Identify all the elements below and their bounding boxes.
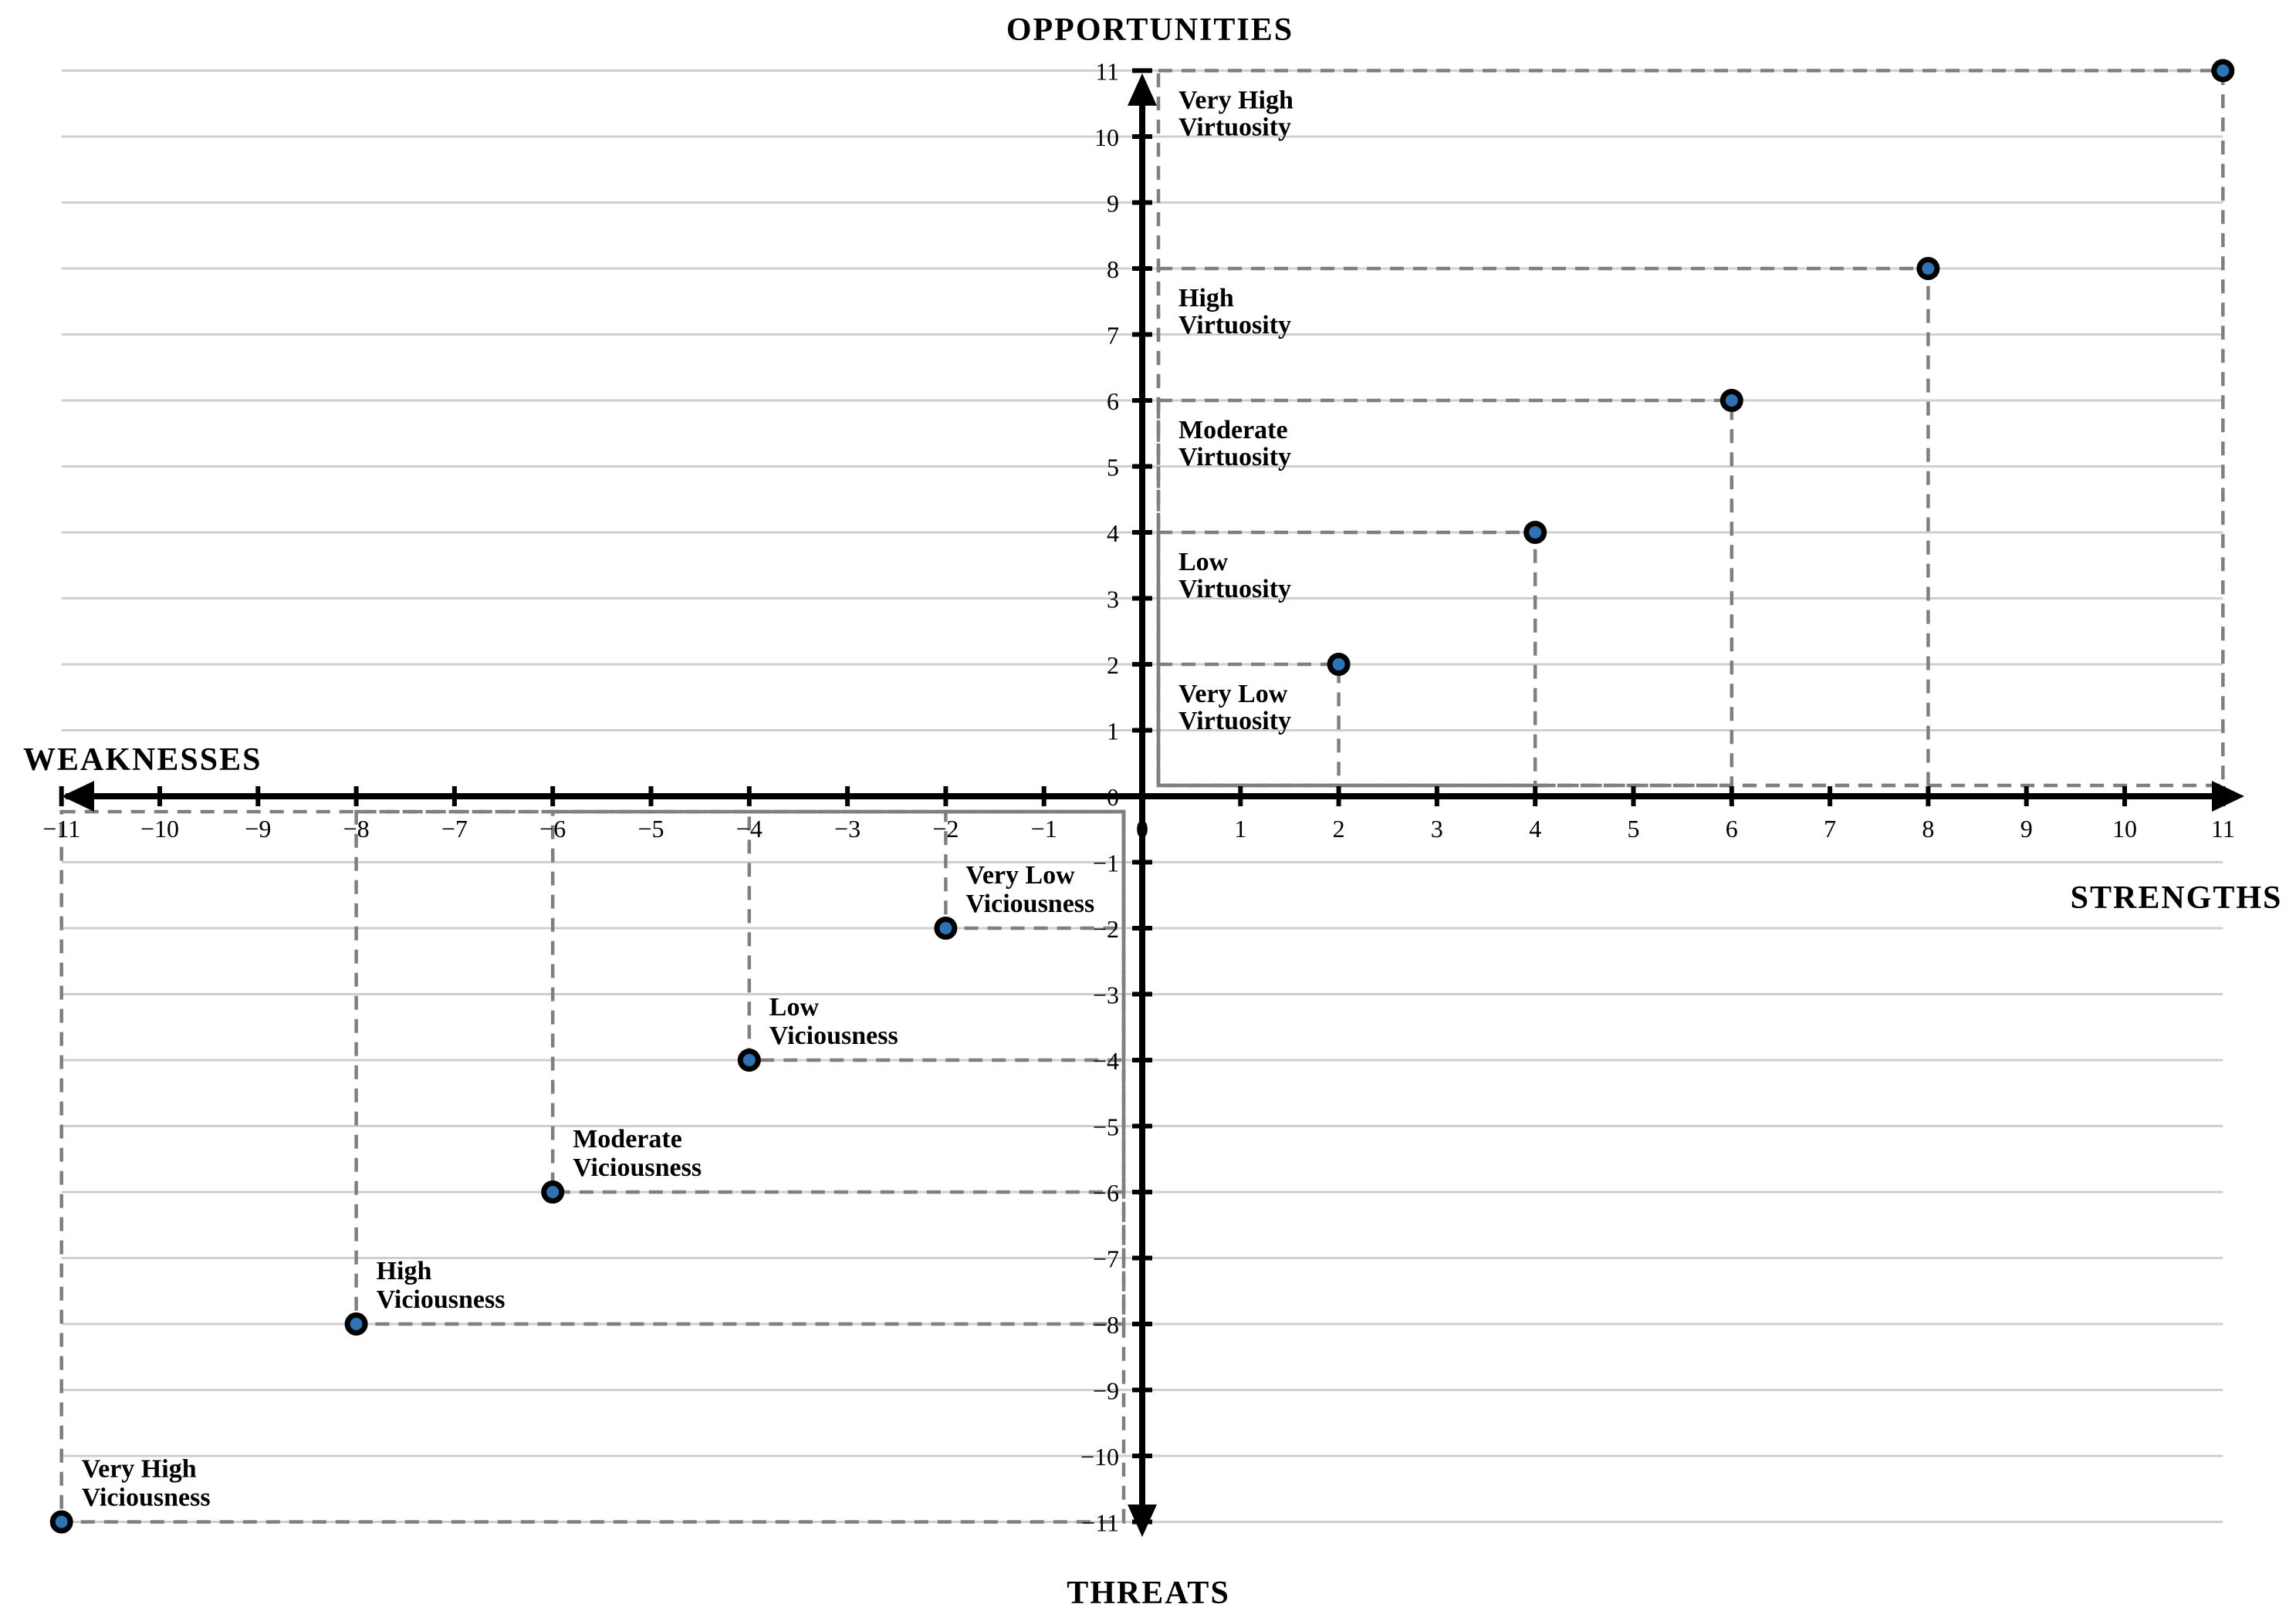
x-tick-label: −2 (932, 815, 959, 843)
y-tick-label: 8 (1107, 255, 1119, 283)
point-labels-layer: Very Low Virtuosity Low Virtuosity Moderate V… (82, 86, 1293, 1512)
y-tick-label: −8 (1093, 1311, 1119, 1339)
point-label: Low Virtuosity (1178, 548, 1291, 603)
y-tick-label: 7 (1107, 322, 1119, 350)
x-tick-label: −8 (343, 815, 370, 843)
x-axis-right-arrow (2212, 781, 2244, 812)
x-tick-label: 3 (1431, 815, 1443, 843)
data-point (49, 1510, 73, 1534)
point-label: Low Viciousness (769, 993, 898, 1050)
x-tick-label: 8 (1922, 815, 1934, 843)
guide-rect (59, 809, 1126, 1524)
x-tick-label: 6 (1726, 815, 1738, 843)
y-tick-label: −1 (1093, 849, 1119, 877)
y-tick-label: 3 (1107, 586, 1119, 613)
data-point (1719, 389, 1743, 412)
point-label: Very Low Virtuosity (1178, 680, 1291, 735)
point-label: Very High Virtuosity (1178, 86, 1293, 142)
y-tick-label: −10 (1080, 1443, 1119, 1471)
x-tick-label: 10 (2112, 815, 2137, 843)
dashed-guides-layer (59, 69, 2225, 1524)
x-tick-label: −4 (736, 815, 763, 843)
x-tick-label: 9 (2020, 815, 2033, 843)
x-tick-label: 2 (1333, 815, 1345, 843)
data-points-layer (49, 59, 2235, 1534)
y-tick-label: −3 (1093, 981, 1119, 1009)
data-point (1916, 257, 1940, 280)
y-tick-label: −5 (1093, 1113, 1119, 1141)
x-tick-label: −10 (140, 815, 179, 843)
data-point (1327, 653, 1351, 676)
axis-title-strengths: STRENGTHS (2071, 880, 2283, 916)
y-tick-label: −11 (1081, 1509, 1119, 1537)
y-tick-label: 10 (1094, 123, 1119, 151)
tick-labels-layer: −11 −10 −9 −8 −7 −6 −5 −4 −3 −2 −1 0 1 2 3 4 5 6 7 8 9 10 11−1… (42, 58, 2234, 1537)
point-label: Very High Viciousness (82, 1455, 211, 1512)
x-tick-label: 11 (2211, 815, 2235, 843)
x-tick-label: −6 (539, 815, 566, 843)
y-tick-label: −9 (1093, 1377, 1119, 1405)
x-tick-label: 1 (1234, 815, 1246, 843)
point-label: High Viciousness (377, 1257, 506, 1314)
y-tick-label: 0 (1107, 783, 1119, 811)
y-tick-label: −2 (1093, 915, 1119, 943)
axis-title-opportunities: OPPORTUNITIES (1006, 12, 1293, 48)
x-tick-label: 5 (1628, 815, 1640, 843)
axes-layer (59, 68, 2244, 1537)
data-point (934, 917, 958, 940)
data-point (2211, 59, 2235, 83)
data-point (541, 1180, 565, 1204)
x-axis-left-arrow (62, 781, 94, 812)
y-tick-label: −6 (1093, 1179, 1119, 1207)
data-point (1523, 521, 1547, 544)
data-point (737, 1049, 761, 1072)
x-tick-label: 4 (1529, 815, 1541, 843)
y-tick-label: 1 (1107, 718, 1119, 745)
x-tick-label: 7 (1824, 815, 1836, 843)
y-tick-label: 6 (1107, 387, 1119, 415)
guide-rect (1156, 69, 2225, 788)
x-tick-label: 0 (1136, 815, 1148, 843)
axis-title-weaknesses: WEAKNESSES (23, 742, 262, 778)
point-label: Moderate Viciousness (573, 1125, 702, 1182)
x-tick-label: −1 (1031, 815, 1057, 843)
y-tick-label: 9 (1107, 190, 1119, 218)
x-tick-label: −11 (42, 815, 80, 843)
y-tick-label: 2 (1107, 651, 1119, 679)
y-tick-label: −7 (1093, 1245, 1119, 1273)
x-tick-label: −9 (245, 815, 271, 843)
y-tick-label: 11 (1095, 58, 1119, 86)
x-tick-label: −3 (834, 815, 861, 843)
y-tick-label: 4 (1107, 519, 1119, 547)
point-label: Very Low Viciousness (965, 861, 1094, 918)
point-label: High Virtuosity (1178, 284, 1291, 339)
x-tick-label: −5 (637, 815, 664, 843)
data-point (344, 1312, 368, 1336)
axis-title-threats: THREATS (1067, 1576, 1230, 1611)
x-tick-label: −7 (441, 815, 468, 843)
y-axis-top-arrow (1128, 73, 1157, 106)
y-tick-label: 5 (1107, 454, 1119, 481)
point-label: Moderate Virtuosity (1178, 416, 1291, 471)
y-tick-label: −4 (1093, 1047, 1119, 1075)
